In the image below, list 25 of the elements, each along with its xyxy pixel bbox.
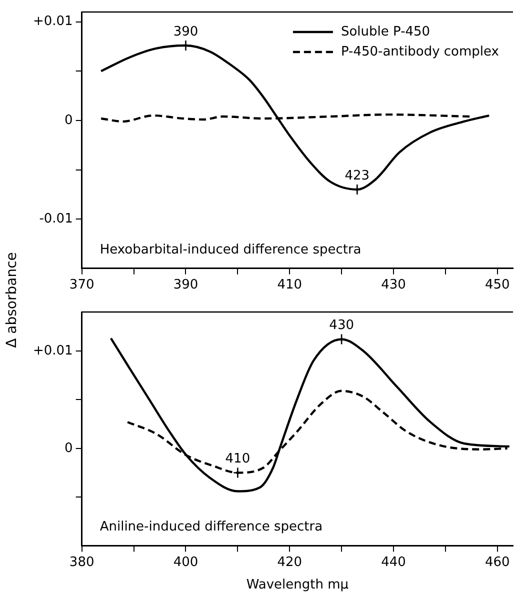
annotation: Hexobarbital-induced difference spectra xyxy=(100,242,362,258)
y-tick-label: -0.01 xyxy=(39,211,73,226)
legend-label: Soluble P-450 xyxy=(340,24,430,40)
annotation: 410 xyxy=(225,452,250,467)
x-tick-label: 440 xyxy=(381,554,406,570)
y-tick-label: 0 xyxy=(64,112,73,128)
x-tick-label: 430 xyxy=(381,278,406,293)
x-tick-label: 450 xyxy=(485,278,510,293)
legend-label: P-450-antibody complex xyxy=(340,44,500,60)
x-tick-label: 380 xyxy=(69,554,94,570)
annotation: 423 xyxy=(344,168,370,184)
annotation: 430 xyxy=(329,318,354,334)
y-tick-label: 0 xyxy=(64,440,73,456)
y-axis-title: Δ absorbance xyxy=(4,252,20,348)
x-axis-title: Wavelength mμ xyxy=(246,578,349,593)
x-tick-label: 390 xyxy=(173,278,198,293)
x-tick-label: 400 xyxy=(173,554,198,570)
x-tick-label: 420 xyxy=(277,554,302,570)
x-tick-label: 370 xyxy=(69,278,94,293)
annotation: 390 xyxy=(173,24,198,40)
x-tick-label: 410 xyxy=(277,278,302,293)
y-tick-label: +0.01 xyxy=(32,14,73,30)
annotation: Aniline-induced difference spectra xyxy=(100,520,323,535)
y-tick-label: +0.01 xyxy=(32,343,73,358)
x-tick-label: 460 xyxy=(485,554,510,570)
